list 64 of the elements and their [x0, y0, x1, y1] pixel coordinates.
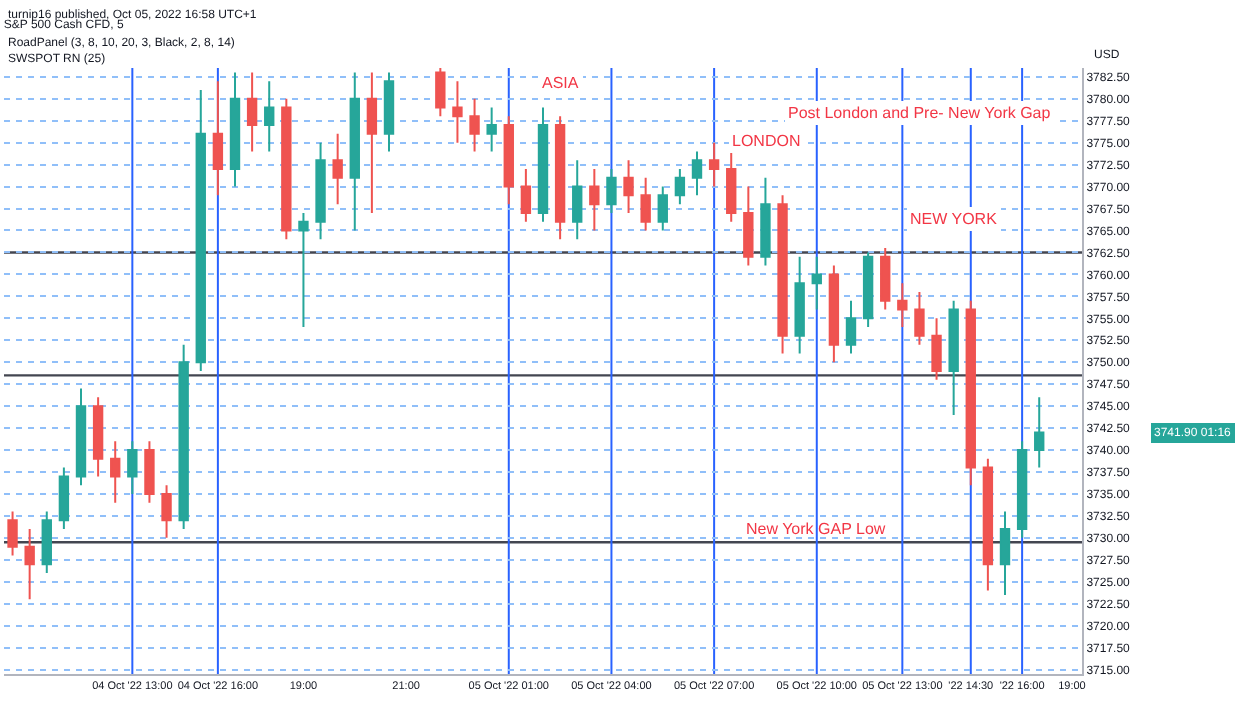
candlestick — [58, 466, 70, 531]
candlestick — [674, 168, 686, 206]
candlestick — [931, 317, 942, 381]
candlestick — [195, 88, 206, 372]
candlestick — [1034, 396, 1045, 469]
candlestick — [743, 185, 754, 267]
candlestick — [212, 80, 224, 197]
candlestick — [760, 176, 771, 267]
candlestick — [520, 168, 532, 223]
candlestick — [999, 510, 1011, 596]
candlestick — [7, 510, 18, 557]
candlestick — [229, 71, 241, 188]
candlestick — [554, 115, 566, 241]
candlestick — [383, 71, 395, 153]
candlestick — [1016, 440, 1028, 539]
candlestick — [366, 71, 378, 214]
candlestick — [452, 80, 463, 144]
candlestick — [486, 106, 497, 153]
candlestick — [777, 194, 788, 355]
candlestick — [110, 440, 121, 504]
candlestick — [897, 282, 908, 329]
candlestick — [469, 97, 480, 153]
annotation: ASIA — [542, 74, 580, 92]
candlestick — [349, 71, 360, 232]
candlestick — [691, 150, 703, 197]
candlestick — [589, 168, 600, 232]
annotation: Post London and Pre- New York Gap — [788, 104, 1052, 122]
annotation: LONDON — [732, 132, 801, 150]
candlestick — [708, 141, 720, 188]
candlestick — [623, 159, 634, 214]
candlestick — [161, 484, 172, 539]
candlestick — [298, 211, 309, 329]
candlestick — [811, 255, 822, 311]
candlestick — [24, 528, 35, 601]
candlestick — [657, 185, 668, 232]
candlestick — [92, 396, 104, 478]
candlestick — [880, 247, 891, 311]
candlestick — [435, 68, 446, 118]
annotation: NEW YORK — [910, 210, 999, 228]
candlestick — [948, 299, 959, 416]
candlestick — [794, 255, 805, 355]
candlestick — [572, 159, 583, 241]
candlestick — [914, 290, 925, 346]
candlestick — [982, 457, 994, 592]
candlestick — [144, 440, 155, 504]
candlestick — [315, 141, 326, 241]
candlestick — [726, 150, 737, 223]
candlestick — [640, 176, 651, 232]
candlestick — [862, 251, 874, 329]
candlestick — [264, 80, 275, 153]
candlestick — [75, 387, 87, 487]
candlestick — [537, 106, 549, 223]
candlestick — [965, 299, 976, 487]
candlestick — [845, 299, 857, 355]
ref-line-label: New York GAP Low — [746, 520, 886, 538]
candlestick — [41, 510, 52, 574]
candlestick — [332, 132, 343, 206]
candlestick — [246, 71, 258, 153]
candlestick — [281, 97, 292, 241]
candlestick — [828, 264, 840, 364]
candlestick — [606, 168, 617, 214]
candlestick — [503, 115, 514, 206]
candlestick — [178, 343, 189, 531]
candlestick — [127, 440, 138, 495]
